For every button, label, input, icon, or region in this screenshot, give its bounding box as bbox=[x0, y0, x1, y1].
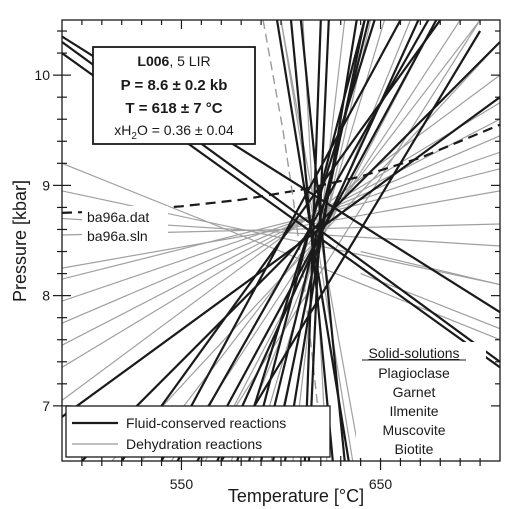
x-tick-label: 550 bbox=[170, 476, 194, 492]
result-box: L006, 5 LIR P = 8.6 ± 0.2 kb T = 618 ± 7… bbox=[92, 46, 256, 145]
solid-solution-item: Muscovite bbox=[382, 422, 445, 438]
result-box-frame bbox=[92, 46, 256, 145]
fluid-conserved-reaction-line bbox=[120, 20, 442, 461]
solid-solution-item: Plagioclase bbox=[378, 365, 450, 381]
sample-line: L006, 5 LIR bbox=[137, 53, 210, 69]
data-file-dat: ba96a.dat bbox=[87, 209, 149, 225]
fluid-conserved-reaction-line bbox=[299, 20, 346, 461]
x-tick-label: 650 bbox=[369, 476, 393, 492]
dehydration-reaction-line bbox=[200, 20, 481, 461]
legend: Fluid-conserved reactions Dehydration re… bbox=[65, 405, 331, 458]
x-axis-label: Temperature [°C] bbox=[228, 486, 364, 506]
xh2o-suffix: O = 0.36 ± 0.04 bbox=[137, 122, 234, 138]
fluid-conserved-reaction-line bbox=[62, 96, 500, 418]
dehydration-reaction-line bbox=[111, 41, 500, 461]
dehydration-reaction-line bbox=[62, 162, 500, 341]
fluid-conserved-reaction-line bbox=[283, 20, 358, 461]
y-tick-label: 10 bbox=[34, 67, 50, 83]
fluid-conserved-reaction-line bbox=[220, 30, 482, 461]
xh2o-result: xH2O = 0.36 ± 0.04 bbox=[114, 122, 234, 142]
solid-solution-item: Ilmenite bbox=[389, 403, 438, 419]
fluid-conserved-reaction-line bbox=[307, 20, 330, 461]
solid-solutions-title: Solid-solutions bbox=[368, 345, 459, 361]
data-files-backdrop bbox=[82, 206, 168, 248]
solid-solution-item: Garnet bbox=[393, 384, 436, 400]
xh2o-prefix: xH bbox=[114, 122, 131, 138]
dehydration-reaction-line bbox=[62, 102, 500, 368]
legend-label-dehydration: Dehydration reactions bbox=[126, 436, 262, 452]
dehydration-reaction-line bbox=[62, 151, 500, 302]
y-tick-label: 8 bbox=[42, 288, 50, 304]
sample-suffix: , 5 LIR bbox=[169, 53, 210, 69]
axis-ticks-layer: 550 650 7 8 9 10 bbox=[34, 20, 500, 492]
temperature-result: T = 618 ± 7 °C bbox=[125, 100, 222, 117]
solid-solutions-list: Solid-solutions Plagioclase Garnet Ilmen… bbox=[356, 342, 486, 458]
solid-solution-item: Biotite bbox=[395, 441, 434, 457]
dehydration-reaction-line bbox=[62, 168, 500, 280]
y-axis-label: Pressure [kbar] bbox=[10, 180, 30, 302]
sample-id: L006 bbox=[137, 53, 169, 69]
pressure-result: P = 8.6 ± 0.2 kb bbox=[121, 77, 228, 94]
data-file-sln: ba96a.sln bbox=[87, 228, 148, 244]
legend-label-fluid: Fluid-conserved reactions bbox=[126, 415, 286, 431]
y-tick-label: 7 bbox=[42, 398, 50, 414]
y-tick-label: 9 bbox=[42, 177, 50, 193]
xh2o-subscript: 2 bbox=[131, 131, 137, 142]
solid-solutions-backdrop bbox=[356, 342, 486, 458]
legend-frame bbox=[65, 405, 331, 458]
fluid-conserved-reaction-line bbox=[260, 20, 370, 461]
